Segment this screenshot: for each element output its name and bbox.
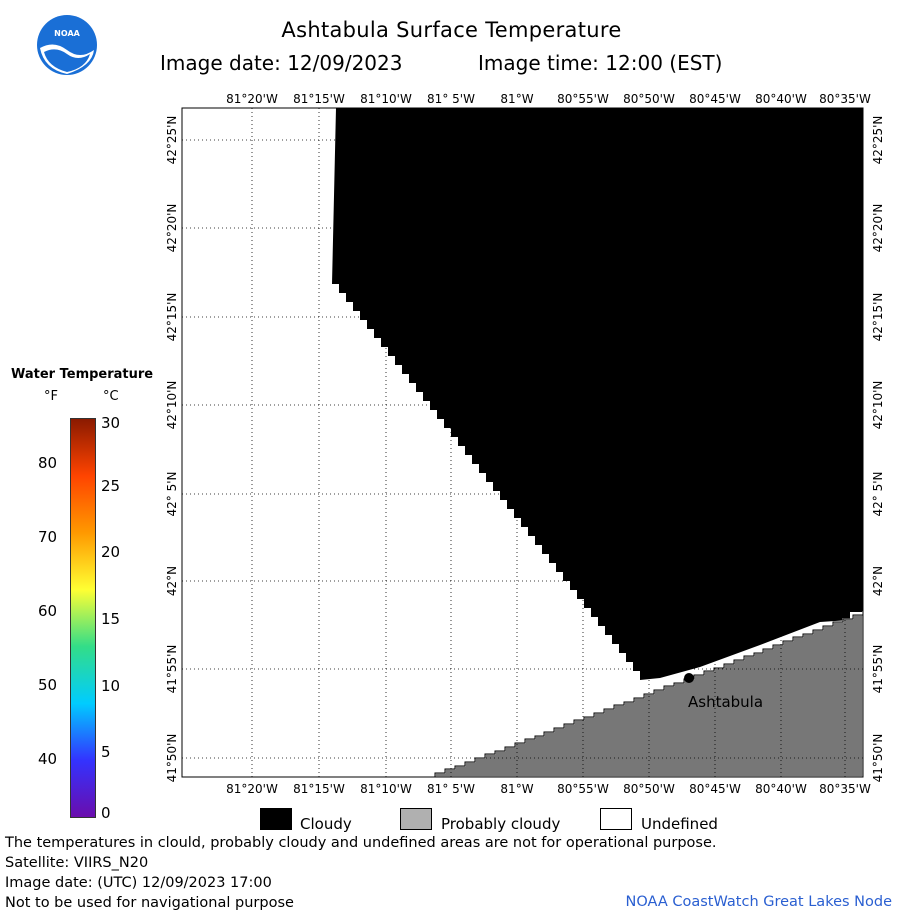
key-cloudy-label: Cloudy <box>300 815 352 833</box>
lon-label-bottom: 81°10'W <box>360 782 412 796</box>
legend-c-tick: 20 <box>101 543 121 561</box>
page-title: Ashtabula Surface Temperature <box>281 18 622 42</box>
lat-label-left: 42°20'N <box>165 204 179 253</box>
shoreline <box>425 611 864 778</box>
noaa-logo: NOAA <box>36 14 98 76</box>
lat-label-left: 42° 5'N <box>165 472 179 517</box>
image-time: Image time: 12:00 (EST) <box>478 51 723 75</box>
legend-title: Water Temperature <box>11 367 154 382</box>
legend-c-tick: 10 <box>101 677 121 695</box>
lon-label-top: 81°15'W <box>293 92 345 106</box>
footer-credit: NOAA CoastWatch Great Lakes Node <box>625 894 892 910</box>
key-undefined-swatch <box>600 808 632 830</box>
lon-label-top: 80°50'W <box>623 92 675 106</box>
lat-label-left: 42°N <box>165 566 179 596</box>
lon-label-top: 80°40'W <box>755 92 807 106</box>
legend-unit-f: °F <box>44 389 58 404</box>
lat-label-left: 42°25'N <box>165 116 179 165</box>
lon-label-bottom: 81°20'W <box>226 782 278 796</box>
lon-label-bottom: 80°50'W <box>623 782 675 796</box>
lon-label-top: 80°45'W <box>689 92 741 106</box>
lat-label-left: 41°55'N <box>165 645 179 694</box>
lon-label-top: 80°55'W <box>557 92 609 106</box>
city-marker <box>684 673 694 683</box>
lon-label-bottom: 81°W <box>500 782 533 796</box>
city-label: Ashtabula <box>688 693 763 711</box>
legend-f-tick: 50 <box>38 676 58 694</box>
lon-label-bottom: 80°45'W <box>689 782 741 796</box>
lon-label-top: 81° 5'W <box>427 92 475 106</box>
lon-label-bottom: 81°15'W <box>293 782 345 796</box>
footer-utc-date: Image date: (UTC) 12/09/2023 17:00 <box>5 875 272 891</box>
legend-c-tick: 5 <box>101 743 111 761</box>
image-date: Image date: 12/09/2023 <box>160 51 403 75</box>
legend-c-tick: 0 <box>101 804 111 822</box>
key-probably-cloudy-label: Probably cloudy <box>441 815 561 833</box>
legend-f-tick: 70 <box>38 528 58 546</box>
legend-unit-c: °C <box>103 389 119 404</box>
lat-label-right: 42°20'N <box>871 204 885 253</box>
legend-f-tick: 80 <box>38 454 58 472</box>
lat-label-right: 42°15'N <box>871 293 885 342</box>
lat-label-left: 42°10'N <box>165 381 179 430</box>
legend-c-tick: 25 <box>101 477 121 495</box>
lat-label-right: 41°55'N <box>871 645 885 694</box>
lat-label-left: 41°50'N <box>165 734 179 783</box>
lon-label-bottom: 80°40'W <box>755 782 807 796</box>
legend-c-tick: 30 <box>101 414 121 432</box>
key-cloudy-swatch <box>260 808 292 830</box>
footer-satellite: Satellite: VIIRS_N20 <box>5 855 149 871</box>
map-frame <box>181 107 864 778</box>
cloud-region <box>332 108 863 680</box>
footer-navigation: Not to be used for navigational purpose <box>5 895 294 911</box>
legend-color-bar <box>70 418 96 818</box>
legend-c-tick: 15 <box>101 610 121 628</box>
key-probably-cloudy-swatch <box>400 808 432 830</box>
svg-text:NOAA: NOAA <box>54 29 80 38</box>
footer-note: The temperatures in clould, probably clo… <box>5 835 717 851</box>
lat-label-right: 42°N <box>871 566 885 596</box>
legend-f-tick: 40 <box>38 750 58 768</box>
lon-label-bottom: 81° 5'W <box>427 782 475 796</box>
key-undefined-label: Undefined <box>641 815 718 833</box>
legend-f-tick: 60 <box>38 602 58 620</box>
lat-label-left: 42°15'N <box>165 293 179 342</box>
lon-label-bottom: 80°35'W <box>819 782 871 796</box>
lat-label-right: 42° 5'N <box>871 472 885 517</box>
lat-label-right: 42°25'N <box>871 116 885 165</box>
lon-label-top: 81°10'W <box>360 92 412 106</box>
lat-label-right: 42°10'N <box>871 381 885 430</box>
lon-label-bottom: 80°55'W <box>557 782 609 796</box>
lon-label-top: 80°35'W <box>819 92 871 106</box>
lat-label-right: 41°50'N <box>871 734 885 783</box>
lon-label-top: 81°20'W <box>226 92 278 106</box>
lon-label-top: 81°W <box>500 92 533 106</box>
